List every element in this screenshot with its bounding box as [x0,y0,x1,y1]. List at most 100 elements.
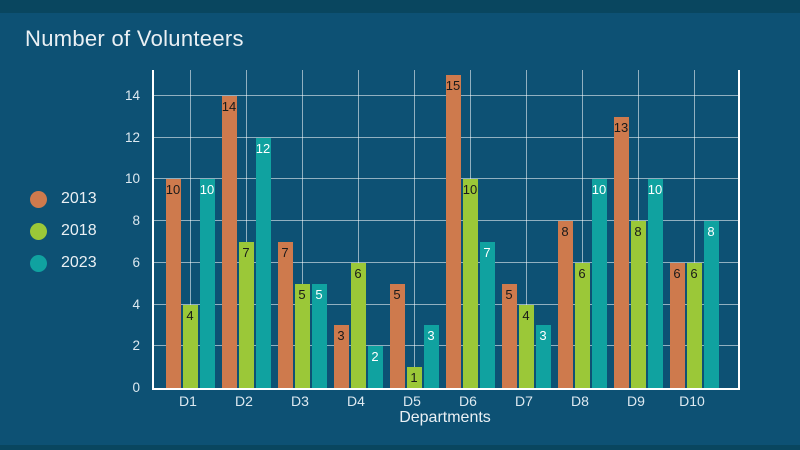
bar-D4-2023: 2 [367,346,383,388]
bar-value-label: 5 [505,286,513,302]
bar-value-label: 12 [255,140,271,156]
bar-value-label: 10 [462,182,478,198]
bar-value-label: 4 [522,307,530,323]
x-tick-label-D8: D8 [571,393,589,409]
vertical-gridline [301,70,303,388]
bar-D3-2018: 5 [294,283,310,388]
x-tick-label-D1: D1 [179,393,197,409]
bar-value-label: 4 [186,307,194,323]
bar-value-label: 3 [539,328,547,344]
bar-value-label: 10 [165,182,181,198]
bar-group-D1: 10 4 10 [162,70,218,388]
vertical-gridline [581,70,583,388]
x-axis-title: Departments [399,409,491,426]
plot-area: 10 4 10 14 7 12 7 5 5 3 6 2 5 1 3 15 10 7 5 4 3 8 6 10 13 8 10 6 6 8 [152,70,740,390]
bar-D4-2018: 6 [350,262,366,388]
y-tick-label: 12 [124,129,140,145]
x-tick-label-D7: D7 [515,393,533,409]
legend-swatch-2013 [30,190,47,208]
bar-value-label: 7 [242,245,250,261]
bar-D1-2018: 4 [182,304,198,388]
bar-value-label: 5 [298,286,306,302]
vertical-gridline [413,70,415,388]
bar-value-label: 13 [613,119,629,135]
bar-D10-2018: 6 [686,262,702,388]
vertical-gridline [245,70,247,388]
bar-group-D8: 8 6 10 [554,70,610,388]
bottom-border-strip [0,445,800,450]
bar-group-D6: 15 10 7 [442,70,498,388]
x-tick-label-D10: D10 [679,393,705,409]
vertical-gridline [693,70,695,388]
bar-value-label: 14 [221,99,237,115]
y-tick-label: 0 [132,380,140,395]
bar-groups: 10 4 10 14 7 12 7 5 5 3 6 2 5 1 3 15 10 7 5 4 3 8 6 10 13 8 10 6 6 8 [154,70,738,388]
bar-value-label: 10 [591,182,607,198]
x-tick-label-D9: D9 [627,393,645,409]
bar-value-label: 10 [647,182,663,198]
bar-D7-2013: 5 [501,283,517,388]
bar-D6-2013: 15 [445,75,461,388]
vertical-gridline [189,70,191,388]
bar-value-label: 8 [634,224,642,240]
bar-D8-2013: 8 [557,221,573,388]
y-tick-label: 8 [132,213,140,229]
bar-value-label: 8 [707,224,715,240]
legend: 2013 2018 2023 [30,190,97,272]
bar-value-label: 3 [337,328,345,344]
bar-value-label: 15 [445,78,461,94]
legend-item-2013[interactable]: 2013 [30,190,97,208]
legend-label: 2018 [61,222,97,239]
bar-value-label: 5 [315,286,323,302]
bar-D1-2013: 10 [165,179,181,388]
bar-group-D2: 14 7 12 [218,70,274,388]
legend-label: 2023 [61,254,97,271]
y-tick-label: 14 [124,88,140,104]
bar-value-label: 6 [354,265,362,281]
bar-D3-2013: 7 [277,242,293,388]
bar-group-D5: 5 1 3 [386,70,442,388]
bar-D2-2023: 12 [255,137,271,388]
bar-value-label: 3 [427,328,435,344]
bar-value-label: 1 [410,370,418,386]
bar-D7-2023: 3 [535,325,551,388]
chart-title: Number of Volunteers [25,26,244,51]
bar-value-label: 6 [673,265,681,281]
bar-value-label: 8 [561,224,569,240]
bar-D4-2013: 3 [333,325,349,388]
bar-value-label: 2 [371,349,379,365]
bar-value-label: 6 [690,265,698,281]
bar-D5-2018: 1 [406,367,422,388]
vertical-gridline [525,70,527,388]
y-tick-label: 10 [124,171,140,187]
y-tick-label: 2 [132,338,140,354]
legend-item-2023[interactable]: 2023 [30,254,97,272]
legend-label: 2013 [61,190,97,207]
legend-swatch-2018 [30,222,47,240]
top-border-strip [0,0,800,13]
bar-value-label: 5 [393,286,401,302]
x-axis-tick-labels: D1 D2 D3 D4 D5 D6 D7 D8 D9 D10 [152,393,736,409]
y-tick-label: 6 [132,254,140,270]
bar-D8-2023: 10 [591,179,607,388]
bar-D9-2013: 13 [613,116,629,388]
bar-D6-2023: 7 [479,242,495,388]
x-tick-label-D2: D2 [235,393,253,409]
bar-D5-2013: 5 [389,283,405,388]
x-tick-label-D6: D6 [459,393,477,409]
bar-D9-2023: 10 [647,179,663,388]
y-axis-tick-labels: 0 2 4 6 8 10 12 14 [104,70,146,395]
vertical-gridline [357,70,359,388]
bar-D10-2023: 8 [703,221,719,388]
legend-item-2018[interactable]: 2018 [30,222,97,240]
bar-D1-2023: 10 [199,179,215,388]
bar-D10-2013: 6 [669,262,685,388]
x-tick-label-D5: D5 [403,393,421,409]
bar-D9-2018: 8 [630,221,646,388]
legend-swatch-2023 [30,254,47,272]
bar-D6-2018: 10 [462,179,478,388]
bar-value-label: 10 [199,182,215,198]
